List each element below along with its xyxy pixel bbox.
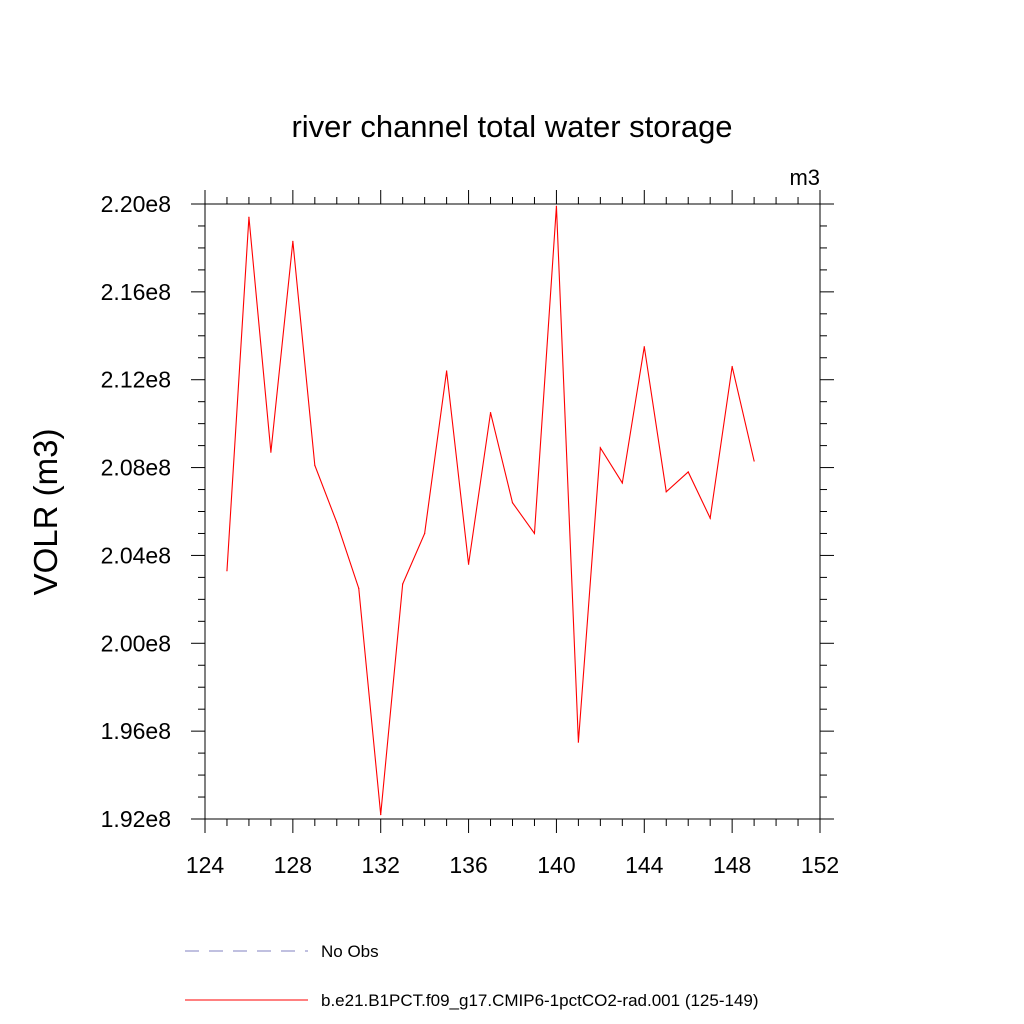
x-tick-label: 128 [274, 852, 312, 878]
data-point [753, 460, 755, 462]
legend: No Obs b.e21.B1PCT.f09_g17.CMIP6-1pctCO2-… [185, 942, 759, 1010]
plot-frame [204, 203, 821, 820]
y-tick-label: 2.16e8 [101, 279, 171, 305]
x-tick-label: 140 [537, 852, 575, 878]
y-tick-label: 2.04e8 [101, 542, 171, 568]
y-tick-label: 2.08e8 [101, 455, 171, 481]
data-point [424, 532, 426, 535]
data-point [599, 447, 601, 449]
data-point [511, 502, 514, 504]
data-point [489, 412, 492, 414]
data-point [226, 570, 228, 572]
data-point [380, 814, 382, 816]
data-point [314, 464, 316, 466]
x-tick-label: 144 [625, 852, 664, 878]
x-tick-label: 124 [186, 852, 225, 878]
series-line-1 [226, 206, 755, 815]
data-point [402, 583, 404, 585]
x-tick-label: 148 [713, 852, 751, 878]
data-point [555, 205, 558, 207]
y-tick-label: 2.20e8 [101, 191, 171, 217]
data-point [292, 240, 294, 242]
data-point [533, 532, 536, 535]
plot-area: 124 128 132 136 140 144 148 152 1.92e8 1.96e8 2.00… [101, 190, 839, 878]
y-tick-label: 1.96e8 [101, 718, 171, 744]
data-point [336, 521, 338, 524]
data-point [248, 216, 250, 218]
data-point [687, 471, 689, 473]
x-tick-label: 152 [801, 852, 839, 878]
data-point [621, 482, 623, 484]
units-label: m3 [789, 165, 820, 190]
legend-label-0: No Obs [321, 942, 379, 961]
data-point [709, 517, 711, 519]
data-point [467, 563, 470, 565]
data-point [643, 346, 645, 348]
chart-title: river channel total water storage [291, 109, 732, 144]
y-tick-label: 2.12e8 [101, 367, 171, 393]
data-point [358, 587, 360, 589]
data-point [577, 741, 579, 743]
data-point [665, 491, 667, 493]
x-tick-label: 132 [362, 852, 400, 878]
legend-label-1: b.e21.B1PCT.f09_g17.CMIP6-1pctCO2-rad.00… [321, 991, 759, 1010]
data-point [270, 451, 272, 453]
y-axis-label: VOLR (m3) [27, 429, 64, 596]
y-tick-label: 2.00e8 [101, 630, 171, 656]
data-point [446, 370, 448, 372]
x-tick-label: 136 [449, 852, 487, 878]
data-point [731, 365, 733, 368]
y-tick-label: 1.92e8 [101, 806, 171, 832]
